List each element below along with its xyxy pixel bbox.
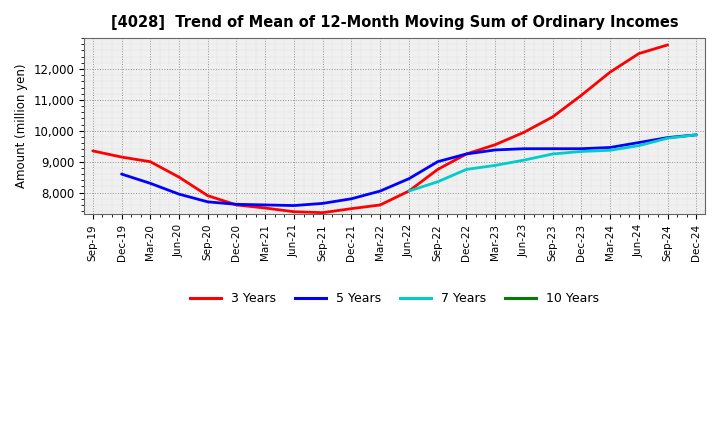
- Legend: 3 Years, 5 Years, 7 Years, 10 Years: 3 Years, 5 Years, 7 Years, 10 Years: [185, 287, 604, 310]
- Title: [4028]  Trend of Mean of 12-Month Moving Sum of Ordinary Incomes: [4028] Trend of Mean of 12-Month Moving …: [111, 15, 678, 30]
- Y-axis label: Amount (million yen): Amount (million yen): [15, 64, 28, 188]
